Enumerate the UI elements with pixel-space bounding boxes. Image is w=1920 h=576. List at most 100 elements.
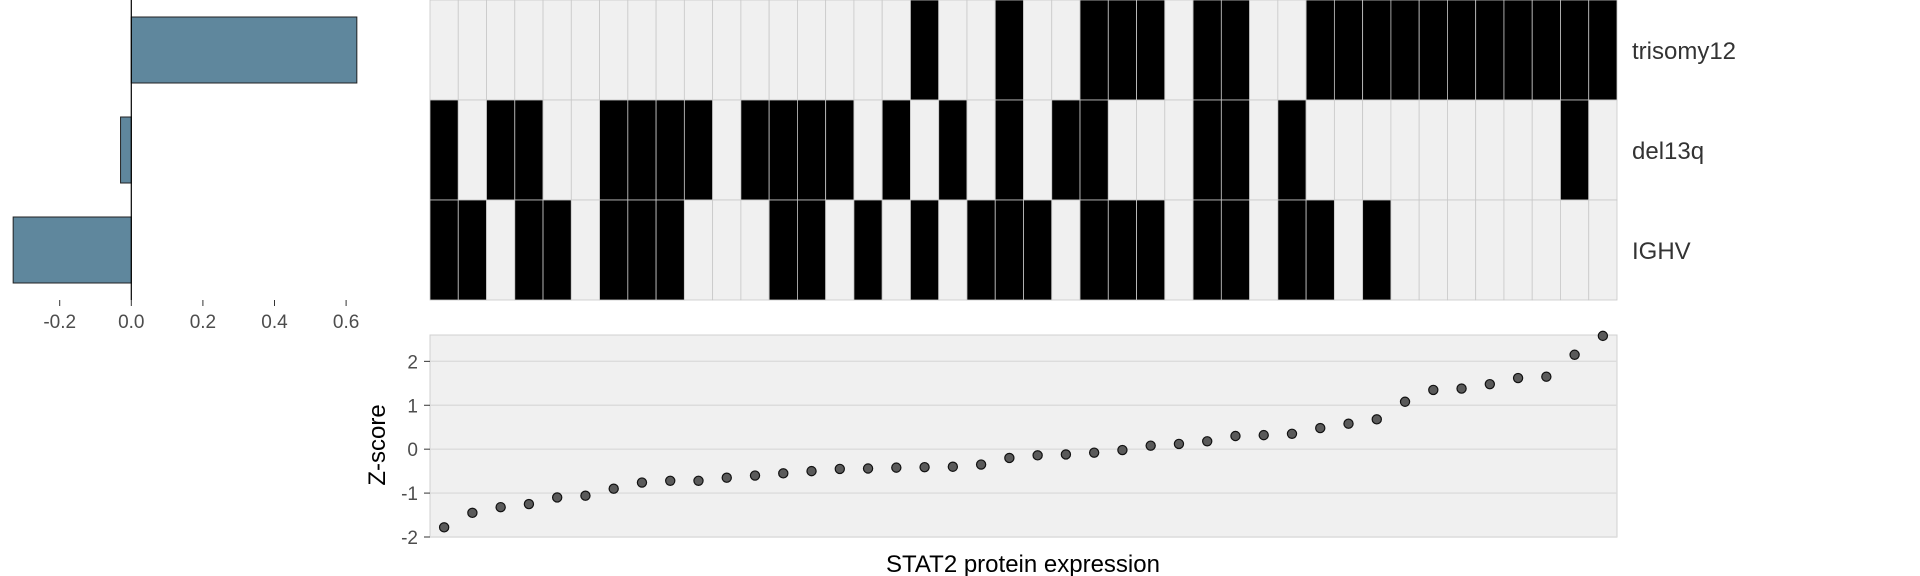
heatmap-cell: [966, 0, 996, 101]
heatmap-cell: [1305, 0, 1335, 101]
heatmap-cell: [457, 99, 487, 201]
scatter-point: [665, 475, 676, 486]
scatter-point: [862, 463, 874, 474]
scatter-points: [438, 330, 1609, 533]
heatmap-row-label: del13q: [1632, 138, 1704, 165]
bar-x-tick-label: -0.2: [43, 312, 76, 333]
scatter-point: [438, 522, 450, 533]
heatmap-cell: [1503, 99, 1533, 201]
scatter-x-axis-label: STAT2 protein expression: [886, 551, 1160, 576]
heatmap-cell: [429, 0, 459, 101]
scatter-point: [1315, 422, 1326, 434]
heatmap-cell: [570, 199, 600, 301]
heatmap-cell: [853, 99, 883, 201]
bar-x-axis: -0.2 0.0 0.2 0.4 0.6: [43, 300, 359, 333]
scatter-point: [1117, 444, 1128, 456]
heatmap-cell: [994, 0, 1024, 101]
heatmap-cell: [486, 0, 516, 101]
scatter-y-tick-label: 2: [407, 352, 418, 373]
heatmap-cell: [1107, 99, 1137, 201]
bar-x-tick-label: 0.6: [333, 312, 359, 333]
heatmap-cell: [1220, 99, 1250, 201]
heatmap-cell: [1588, 0, 1618, 101]
heatmap-cell: [797, 199, 827, 301]
heatmap-cell: [1192, 199, 1222, 301]
scatter-point: [1286, 428, 1298, 440]
heatmap-cell: [910, 99, 940, 201]
heatmap-cell: [938, 199, 968, 301]
heatmap-cell: [994, 199, 1024, 301]
heatmap-cell: [514, 99, 544, 201]
scatter-point: [1230, 430, 1241, 442]
heatmap-cell: [1333, 0, 1364, 101]
scatter-point: [1032, 450, 1043, 461]
heatmap-cell: [1447, 0, 1477, 101]
heatmap-cell: [910, 0, 940, 101]
scatter-point: [1484, 378, 1496, 390]
bar-trisomy12: [130, 16, 358, 84]
heatmap-cell: [655, 0, 685, 101]
heatmap-cell: [881, 0, 911, 101]
scatter-point: [834, 463, 845, 475]
heatmap-cell: [1362, 99, 1392, 201]
heatmap-cell: [1560, 99, 1590, 201]
heatmap-cell: [1390, 99, 1420, 201]
scatter-point: [1060, 449, 1072, 460]
heatmap-cell: [1220, 199, 1250, 301]
heatmap-cell: [542, 0, 572, 101]
heatmap-cell: [1560, 199, 1590, 301]
heatmap-cell: [570, 99, 600, 201]
scatter-point: [1456, 383, 1467, 394]
scatter-gridlines: [430, 360, 1617, 538]
heatmap-cell: [740, 199, 770, 301]
scatter-point: [693, 475, 704, 486]
heatmap-cell: [1503, 0, 1533, 101]
heatmap-cell: [1136, 199, 1166, 301]
heatmap-cell: [457, 0, 487, 101]
scatter-point: [778, 468, 789, 479]
heatmap-cell: [1447, 99, 1477, 201]
heatmap-cell: [655, 99, 685, 201]
heatmap-cell: [683, 199, 714, 301]
heatmap-cell: [1305, 99, 1335, 201]
heatmap-cell: [1277, 0, 1307, 101]
heatmap-cell: [966, 199, 996, 301]
heatmap-cell: [1475, 199, 1505, 301]
heatmap-row-label: IGHV: [1632, 238, 1691, 265]
heatmap-cell: [1305, 199, 1335, 301]
heatmap-cell: [1277, 99, 1307, 201]
heatmap-cell: [1588, 99, 1618, 201]
heatmap-cell: [1023, 199, 1053, 301]
scatter-point: [1541, 371, 1552, 382]
heatmap-cell: [1333, 99, 1364, 201]
heatmap-cell: [1192, 99, 1222, 201]
heatmap-cell: [1560, 0, 1590, 101]
heatmap-cell: [599, 99, 629, 201]
heatmap-cell: [683, 0, 714, 101]
heatmap-cell: [1418, 99, 1448, 201]
scatter-point: [975, 459, 987, 470]
heatmap-row-label: trisomy12: [1632, 38, 1736, 65]
heatmap-cell: [1051, 199, 1081, 301]
heatmap-cell: [1051, 99, 1081, 201]
heatmap-cell: [910, 199, 940, 301]
heatmap-cell: [429, 99, 459, 201]
heatmap-cell: [712, 99, 742, 201]
scatter-point: [1569, 349, 1580, 360]
heatmap-cell: [514, 199, 544, 301]
heatmap-cell: [1418, 199, 1448, 301]
heatmap-cells: [429, 0, 1618, 301]
bar-x-tick-label: 0.0: [118, 312, 144, 333]
scatter-y-axis-label: Z-score: [364, 404, 391, 485]
heatmap-cell: [514, 0, 544, 101]
scatter-point: [806, 465, 817, 477]
scatter-point: [467, 507, 478, 519]
heatmap-cell: [1249, 99, 1279, 201]
heatmap-cell: [627, 99, 657, 201]
scatter-plot-background: [429, 334, 1618, 538]
heatmap-cell: [1531, 0, 1561, 101]
heatmap-cell: [1588, 199, 1618, 301]
scatter-point: [1597, 330, 1609, 342]
scatter-point: [919, 461, 930, 473]
heatmap-cell: [1531, 99, 1561, 201]
